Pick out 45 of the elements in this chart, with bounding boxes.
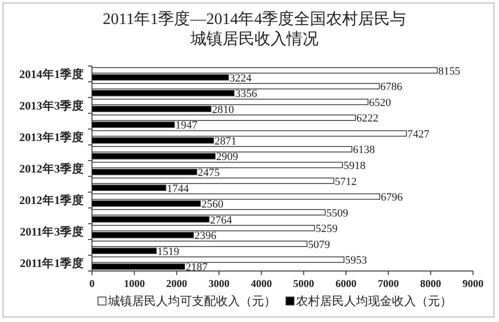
- data-label: 2475: [198, 167, 220, 179]
- data-label: 3224: [229, 72, 252, 84]
- y-tick-label: 2011年1季度: [20, 256, 84, 270]
- legend-label: 城镇居民人均可支配收入（元）: [107, 294, 276, 308]
- data-label: 5918: [344, 160, 366, 172]
- data-label: 7427: [407, 128, 430, 140]
- data-label: 1744: [166, 182, 190, 195]
- data-label: 2560: [201, 198, 224, 211]
- y-tick-label: 2014年1季度: [19, 66, 84, 81]
- data-label: 2396: [194, 230, 217, 242]
- x-tick-label: 9000: [462, 279, 484, 290]
- x-tick-label: 3000: [208, 279, 230, 290]
- data-label: 3356: [235, 88, 258, 100]
- data-label: 5712: [334, 176, 357, 188]
- data-label: 6520: [369, 96, 392, 109]
- data-label: 5953: [345, 254, 368, 267]
- title: 2011年1季度—2014年4季度全国农村居民与城镇居民收入情况: [102, 11, 406, 48]
- y-tick-label: 2011年3季度: [20, 224, 84, 239]
- data-label: 6796: [380, 192, 404, 204]
- data-label: 6138: [352, 144, 376, 156]
- data-label: 5079: [308, 238, 331, 251]
- data-label: 6786: [380, 81, 403, 94]
- data-label: 2764: [210, 214, 233, 226]
- y-tick-label: 2013年1季度: [19, 130, 84, 144]
- data-label: 5259: [316, 223, 338, 236]
- x-tick-label: 8000: [420, 279, 442, 290]
- data-label: 5509: [326, 207, 349, 220]
- legend-label: 农村居民人均现金收入（元）: [296, 294, 452, 308]
- x-tick-label: 2000: [166, 279, 188, 290]
- x-tick-label: 6000: [336, 279, 356, 290]
- x-tick-label: 1000: [124, 279, 145, 290]
- y-tick-label: 2012年1季度: [19, 193, 84, 208]
- data-label: 6222: [356, 112, 378, 125]
- x-tick-label: 5000: [293, 279, 314, 290]
- data-label: 2871: [214, 135, 237, 148]
- x-tick-label: 4000: [250, 279, 272, 290]
- x-tick-label: 7000: [378, 279, 399, 290]
- x-tick-label: 0: [89, 279, 95, 290]
- data-label: 2909: [216, 151, 239, 164]
- data-label: 8155: [438, 65, 461, 78]
- y-tick-label: 2013年3季度: [19, 98, 84, 112]
- data-label: 2810: [212, 104, 234, 116]
- data-label: 1947: [175, 120, 198, 132]
- data-label: 1519: [157, 246, 180, 258]
- y-tick-label: 2012年3季度: [19, 162, 84, 176]
